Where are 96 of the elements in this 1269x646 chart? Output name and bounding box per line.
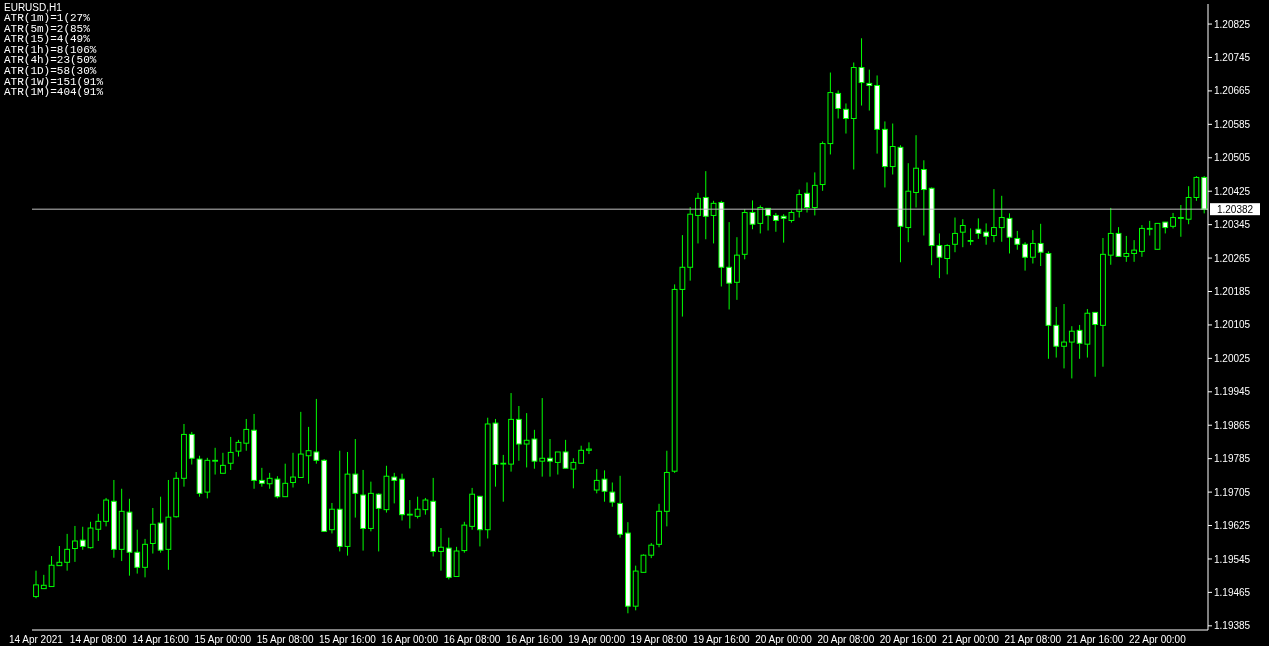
candlestick xyxy=(282,463,289,498)
y-tick-label: 1.20025 xyxy=(1214,352,1251,364)
candlestick xyxy=(212,447,219,476)
x-tick-label: 21 Apr 16:00 xyxy=(1066,634,1124,645)
y-tick-label: 1.19385 xyxy=(1214,620,1251,632)
candlestick xyxy=(944,243,951,275)
annotation: ATR(1m)=1(27% xyxy=(4,12,91,24)
x-tick-label: 20 Apr 08:00 xyxy=(817,634,875,645)
candlestick xyxy=(920,159,927,237)
x-tick-label: 14 Apr 16:00 xyxy=(132,634,190,645)
candlestick xyxy=(547,438,553,478)
x-tick-label: 19 Apr 16:00 xyxy=(692,634,751,645)
candlestick xyxy=(33,570,39,599)
ref-line-label: 1.20382 xyxy=(1216,204,1254,216)
chart-title: EURUSD,H1 xyxy=(4,2,62,13)
y-tick-label: 1.19545 xyxy=(1214,553,1251,565)
candlestick xyxy=(1131,239,1138,263)
candlestick xyxy=(975,217,982,240)
x-tick-label: 16 Apr 16:00 xyxy=(505,634,564,645)
candlestick xyxy=(991,188,997,243)
annotation: ATR(1M)=404(91% xyxy=(4,86,104,99)
candlestick xyxy=(726,221,733,310)
candlestick xyxy=(438,527,444,572)
candlestick xyxy=(258,467,265,488)
candlestick xyxy=(695,192,701,244)
y-tick-label: 1.20745 xyxy=(1214,52,1251,64)
x-tick-label: 15 Apr 00:00 xyxy=(194,634,252,645)
candlestick xyxy=(72,525,78,563)
x-tick-label: 21 Apr 00:00 xyxy=(942,634,1000,645)
y-tick-label: 1.19705 xyxy=(1214,486,1251,498)
annotation: ATR(1D)=58(30% xyxy=(4,64,98,77)
x-tick-label: 20 Apr 16:00 xyxy=(879,634,937,645)
x-tick-label: 19 Apr 00:00 xyxy=(568,634,626,645)
annotation: ATR(15)=4(49% xyxy=(4,33,90,46)
candlestick xyxy=(1022,241,1028,272)
x-tick-label: 14 Apr 2021 xyxy=(8,634,64,645)
candlestick xyxy=(329,502,335,534)
candlestick xyxy=(702,170,709,240)
candlestick xyxy=(765,207,771,231)
y-tick-label: 1.20505 xyxy=(1214,152,1251,164)
candlestick xyxy=(843,102,849,135)
y-tick-label: 1.19785 xyxy=(1214,453,1251,465)
y-tick-label: 1.19865 xyxy=(1214,419,1251,431)
candlestick xyxy=(772,212,779,233)
candlestick xyxy=(220,452,226,474)
candlestick xyxy=(983,222,990,246)
candlestick xyxy=(952,217,958,253)
annotation: ATR(1W)=151(91% xyxy=(4,75,104,88)
y-tick-label: 1.20825 xyxy=(1214,18,1251,30)
candlestick xyxy=(539,397,546,478)
x-tick-label: 15 Apr 16:00 xyxy=(319,634,377,645)
candlestick xyxy=(406,499,413,529)
candlestick xyxy=(586,441,592,455)
candlestick xyxy=(103,497,109,527)
candlestick xyxy=(297,411,304,478)
candlestick xyxy=(1029,229,1036,265)
candlestick xyxy=(142,538,148,578)
candlestick xyxy=(290,452,296,488)
annotation: ATR(5m)=2(85% xyxy=(4,22,91,35)
y-tick-label: 1.20105 xyxy=(1214,319,1251,331)
candlestick xyxy=(835,90,842,119)
candlestick xyxy=(1014,230,1021,251)
candlestick xyxy=(1061,303,1067,369)
y-tick-label: 1.20585 xyxy=(1214,118,1251,130)
candlestick xyxy=(1139,224,1145,258)
y-tick-label: 1.20425 xyxy=(1214,185,1251,197)
candlestick xyxy=(1068,325,1075,379)
candlestick xyxy=(64,533,71,572)
y-tick-label: 1.20345 xyxy=(1214,219,1251,231)
y-tick-label: 1.20665 xyxy=(1214,85,1251,97)
candlestick xyxy=(1177,204,1184,238)
candlestick xyxy=(149,507,156,555)
candlestick xyxy=(804,181,810,214)
annotation: ATR(1h)=8(106% xyxy=(4,43,98,56)
x-tick-label: 20 Apr 00:00 xyxy=(755,634,813,645)
y-tick-label: 1.19465 xyxy=(1214,586,1251,598)
y-tick-label: 1.20185 xyxy=(1214,286,1251,298)
candlestick xyxy=(959,218,966,248)
annotation: ATR(4h)=23(50% xyxy=(4,54,98,67)
x-tick-label: 16 Apr 08:00 xyxy=(443,634,501,645)
y-tick-label: 1.19945 xyxy=(1214,386,1251,398)
x-tick-label: 21 Apr 08:00 xyxy=(1004,634,1062,645)
x-tick-label: 16 Apr 00:00 xyxy=(381,634,439,645)
x-tick-label: 22 Apr 00:00 xyxy=(1129,634,1187,645)
candlestick xyxy=(866,69,873,112)
candlestick xyxy=(554,451,561,476)
x-tick-label: 19 Apr 08:00 xyxy=(630,634,688,645)
candlestick xyxy=(796,189,803,219)
candlestick xyxy=(1092,311,1099,378)
y-tick-label: 1.20265 xyxy=(1214,252,1251,264)
x-tick-label: 14 Apr 08:00 xyxy=(69,634,127,645)
y-tick-label: 1.19625 xyxy=(1214,520,1251,532)
x-tick-label: 15 Apr 08:00 xyxy=(256,634,314,645)
candlestick xyxy=(1037,223,1044,267)
candlestick xyxy=(811,171,818,216)
candlestick xyxy=(227,436,234,471)
